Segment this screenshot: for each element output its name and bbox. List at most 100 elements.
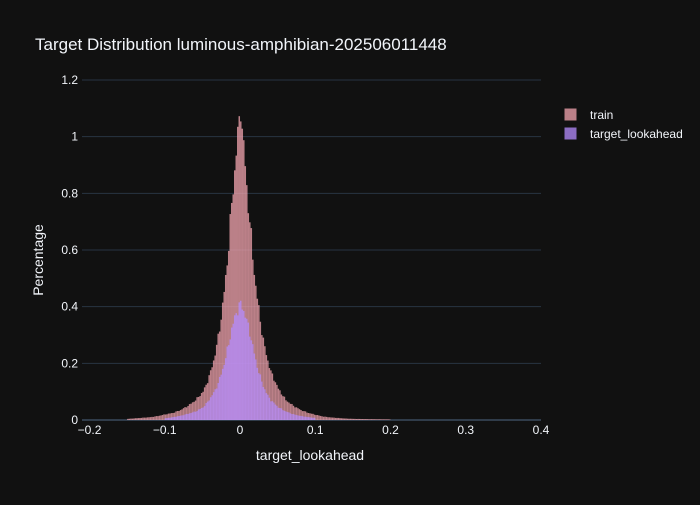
legend-label: train — [590, 108, 613, 122]
histogram-bar — [200, 393, 203, 420]
histogram-bar — [212, 360, 215, 420]
histogram-bar — [267, 394, 269, 420]
histogram-bar — [387, 419, 390, 420]
legend[interactable]: train target_lookahead — [564, 108, 683, 141]
histogram-bar — [209, 370, 212, 420]
y-tick-label: 1 — [71, 130, 78, 144]
histogram-bar — [185, 413, 188, 420]
histogram-bar — [327, 417, 329, 420]
histogram-bar — [136, 418, 138, 420]
histogram-bar — [249, 336, 251, 420]
y-tick-label: 0 — [71, 413, 78, 427]
histogram-bar — [232, 323, 234, 420]
histogram-bar — [250, 340, 253, 420]
histogram-bar — [221, 302, 224, 420]
histogram-bar — [185, 407, 188, 420]
histogram-bar — [363, 419, 365, 420]
histogram-bar — [208, 400, 210, 420]
histogram-bar — [243, 310, 245, 420]
histogram-bar — [184, 414, 186, 420]
histogram-bar — [133, 418, 135, 420]
histogram-bar — [128, 418, 131, 420]
histogram-bar — [340, 418, 343, 420]
histogram-bar — [127, 418, 129, 420]
histogram-bar — [181, 409, 183, 420]
histogram-bar — [321, 416, 323, 420]
histogram-bar — [232, 194, 234, 420]
histogram-bar — [190, 412, 192, 420]
histogram-bar — [376, 419, 379, 420]
histogram-bar — [178, 411, 180, 420]
histogram-bar — [208, 375, 210, 420]
histogram-bar — [325, 416, 328, 420]
histogram-bar — [292, 405, 295, 420]
x-tick-label: 0.3 — [457, 423, 474, 437]
histogram-bar — [286, 412, 289, 420]
histogram-bar — [233, 315, 236, 420]
histogram-bar — [345, 418, 347, 420]
histogram-bar — [169, 413, 171, 420]
histogram-bar — [217, 333, 219, 420]
histogram-bar — [307, 412, 310, 420]
histogram-bar — [309, 417, 311, 420]
histogram-bar — [237, 315, 239, 420]
histogram-bar — [334, 417, 337, 420]
histogram-bar — [280, 394, 283, 420]
bars-layer — [127, 116, 391, 421]
histogram-bar — [226, 265, 228, 420]
histogram-bar — [218, 376, 221, 420]
histogram-bar — [139, 417, 141, 420]
histogram-bar — [199, 408, 201, 420]
histogram-bar — [202, 391, 204, 420]
histogram-bar — [271, 373, 274, 420]
histogram-bar — [265, 355, 268, 420]
histogram-bar — [203, 387, 206, 420]
histogram-bar — [175, 416, 177, 420]
histogram-bar — [167, 413, 170, 420]
histogram-bar — [339, 418, 341, 420]
histogram-bar — [295, 415, 298, 420]
histogram-bar — [212, 392, 215, 420]
histogram-bar — [364, 419, 367, 420]
histogram-bar — [276, 384, 278, 420]
histogram-bar — [235, 155, 238, 420]
histogram-bar — [333, 417, 335, 420]
histogram-bar — [282, 410, 284, 420]
histogram-bar — [289, 413, 292, 420]
histogram-bar — [343, 418, 346, 420]
legend-item[interactable]: train — [564, 108, 613, 122]
histogram-bar — [273, 402, 275, 420]
histogram-bar — [166, 414, 168, 420]
histogram-bar — [298, 409, 301, 420]
y-tick-label: 1.2 — [61, 73, 78, 87]
histogram-bar — [187, 413, 189, 420]
histogram-bar — [297, 415, 299, 420]
histogram-bar — [230, 202, 233, 420]
histogram-bar — [230, 327, 233, 420]
histogram-bar — [209, 397, 212, 420]
histogram-bar — [252, 344, 254, 420]
histogram-bar — [283, 396, 286, 420]
histogram-bar — [292, 414, 295, 420]
histogram-bar — [270, 401, 272, 420]
histogram-bar — [346, 418, 349, 420]
histogram-bar — [173, 416, 176, 420]
histogram-bar — [360, 419, 362, 420]
histogram-bar — [264, 346, 266, 420]
histogram-bar — [196, 397, 198, 420]
histogram-bar — [309, 413, 311, 420]
histogram-bar — [328, 417, 331, 420]
histogram-bar — [268, 368, 271, 420]
histogram-bar — [300, 410, 302, 420]
legend-item[interactable]: target_lookahead — [564, 127, 683, 141]
histogram-bar — [310, 417, 313, 420]
histogram-bar — [202, 407, 204, 420]
histogram-bar — [357, 418, 359, 420]
histogram-bar — [172, 412, 174, 420]
histogram-bar — [184, 407, 186, 420]
histogram-bar — [194, 411, 197, 420]
histogram-bar — [304, 416, 307, 420]
histogram-bar — [385, 419, 388, 420]
histogram-bar — [175, 411, 177, 420]
